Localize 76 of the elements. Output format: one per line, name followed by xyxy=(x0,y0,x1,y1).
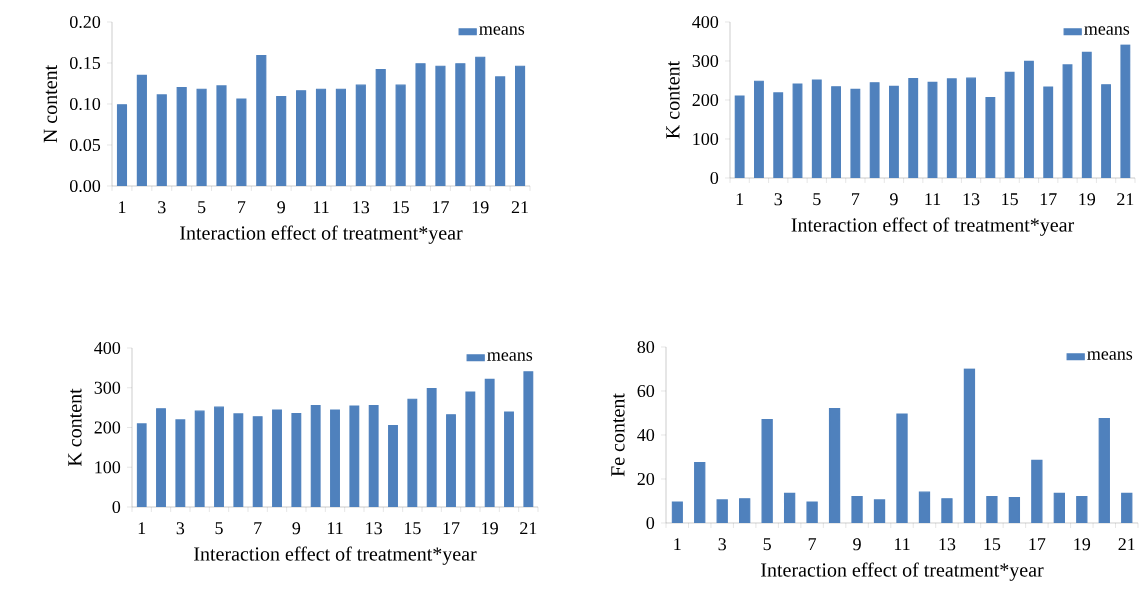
x-tick-label: 17 xyxy=(443,522,460,535)
legend-label: means xyxy=(1087,351,1133,360)
x-tick-label: 7 xyxy=(808,538,817,550)
y-tick-label: 0 xyxy=(646,516,655,530)
x-tick-label: 17 xyxy=(433,201,449,214)
x-axis-title: Interaction effect of treatment*year xyxy=(761,562,1044,581)
x-tick-label: 13 xyxy=(963,193,980,206)
x-axis-title: Interaction effect of treatment*year xyxy=(180,225,463,244)
x-tick-label: 1 xyxy=(674,538,681,551)
y-tick-label: 0.00 xyxy=(70,179,101,193)
x-tick-label: 17 xyxy=(1040,193,1057,206)
x-tick-label: 3 xyxy=(176,522,185,535)
y-axis-title: K content xyxy=(68,388,82,467)
legend-label: means xyxy=(487,352,533,361)
x-tick-label: 7 xyxy=(254,522,262,534)
x-tick-label: 9 xyxy=(890,193,898,206)
legend-label: means xyxy=(1084,26,1130,35)
x-tick-label: 19 xyxy=(472,201,489,214)
x-tick-label: 19 xyxy=(1074,538,1091,551)
y-tick-label: 400 xyxy=(692,15,719,29)
y-tick-label: 40 xyxy=(637,428,655,442)
y-tick-label: 100 xyxy=(95,461,121,474)
x-tick-label: 11 xyxy=(313,201,329,214)
x-tick-label: 15 xyxy=(984,538,1001,551)
x-tick-label: 13 xyxy=(366,522,382,535)
x-tick-label: 9 xyxy=(292,522,301,535)
x-tick-label: 1 xyxy=(138,522,146,535)
x-tick-label: 15 xyxy=(393,201,409,214)
x-tick-label: 13 xyxy=(939,538,956,551)
x-tick-label: 7 xyxy=(852,193,860,205)
x-tick-label: 15 xyxy=(1002,193,1018,206)
y-tick-label: 100 xyxy=(693,132,719,146)
x-tick-label: 5 xyxy=(763,538,771,551)
x-tick-label: 19 xyxy=(1079,193,1096,206)
y-tick-label: 200 xyxy=(692,93,719,107)
y-tick-label: 300 xyxy=(94,381,121,394)
x-tick-label: 3 xyxy=(774,193,783,206)
x-tick-label: 21 xyxy=(1118,538,1135,551)
y-tick-label: 200 xyxy=(94,421,121,434)
x-tick-label: 3 xyxy=(158,201,166,214)
y-tick-label: 0 xyxy=(112,500,121,514)
y-tick-label: 20 xyxy=(637,472,655,486)
x-tick-label: 11 xyxy=(925,193,941,206)
x-axis-title: Interaction effect of treatment*year xyxy=(194,546,477,565)
y-axis-title: Fe content xyxy=(611,393,625,477)
y-axis-title: N content xyxy=(43,64,58,143)
x-tick-label: 7 xyxy=(238,201,246,213)
x-tick-label: 5 xyxy=(198,201,206,214)
x-tick-label: 9 xyxy=(277,201,285,214)
x-tick-label: 5 xyxy=(813,193,821,206)
x-tick-label: 21 xyxy=(511,201,528,214)
x-tick-label: 3 xyxy=(718,538,726,551)
x-tick-label: 21 xyxy=(1117,193,1134,206)
x-tick-label: 19 xyxy=(482,522,498,535)
x-tick-label: 1 xyxy=(119,201,126,214)
x-tick-label: 5 xyxy=(215,522,223,535)
y-tick-label: 0.10 xyxy=(70,97,101,111)
x-tick-label: 9 xyxy=(853,538,861,551)
legend-label: means xyxy=(479,26,525,35)
y-tick-label: 0.20 xyxy=(70,15,101,29)
x-tick-label: 15 xyxy=(404,522,421,535)
y-tick-label: 60 xyxy=(637,384,655,398)
x-tick-label: 11 xyxy=(327,522,343,535)
x-tick-label: 11 xyxy=(894,538,910,551)
x-axis-title: Interaction effect of treatment*year xyxy=(791,217,1075,236)
y-tick-label: 400 xyxy=(94,341,121,355)
x-tick-label: 13 xyxy=(353,201,370,214)
y-tick-label: 0 xyxy=(710,171,719,185)
y-tick-label: 0.15 xyxy=(70,56,101,70)
x-tick-label: 21 xyxy=(520,522,537,535)
y-axis-title: K content xyxy=(666,60,680,139)
y-tick-label: 80 xyxy=(637,340,655,354)
y-tick-label: 300 xyxy=(692,54,719,68)
x-tick-label: 17 xyxy=(1029,538,1046,551)
x-tick-label: 1 xyxy=(736,193,744,206)
y-tick-label: 0.05 xyxy=(70,138,101,152)
